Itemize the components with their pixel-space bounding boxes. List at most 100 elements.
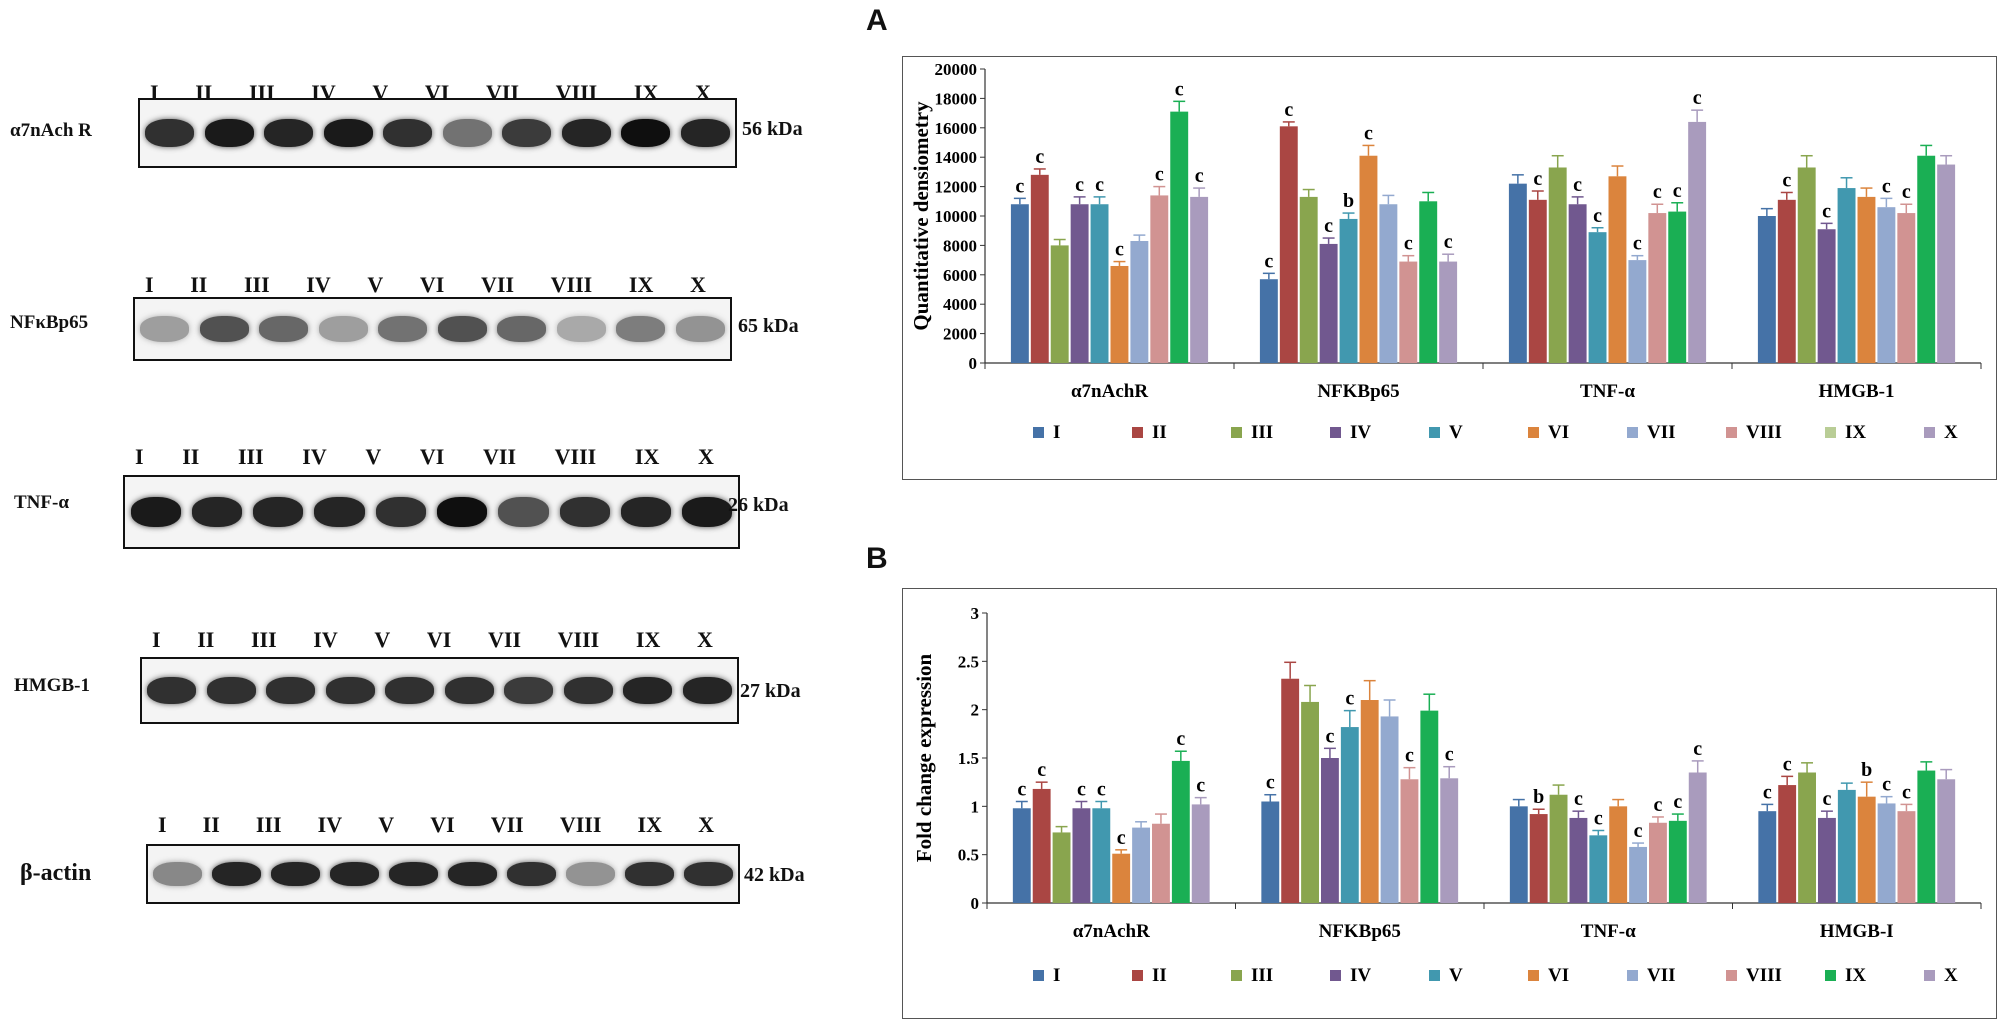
tnf-band [314,497,365,527]
a7-band [204,119,254,147]
legend-label-IX: IX [1845,965,1866,986]
nfkb-band [437,316,487,342]
hmgb-protein-label: HMGB-1 [14,675,90,696]
bar-VI-α7nAchR [1110,265,1129,363]
bar-VI-HMGB-1 [1857,196,1876,363]
tnf-lane-label: V [365,444,382,469]
significance-mark: b [1533,786,1544,808]
bar-III-α7nAchR [1052,832,1071,903]
significance-mark: c [1324,215,1333,237]
significance-mark: c [1593,205,1602,227]
legend-swatch-IV [1330,427,1341,438]
a7-band [323,119,373,147]
legend-label-IV: IV [1350,965,1371,986]
actin-protein-label: β-actin [20,860,92,886]
y-axis-label: Quantitative densiometry [909,101,933,331]
y-tick-label: 0.5 [958,846,979,865]
a7-band [680,119,730,147]
hmgb-lane-label: VIII [557,627,600,652]
actin-lane-label: I [158,812,167,837]
legend-swatch-VI [1528,427,1539,438]
bar-III-HMGB-I [1798,772,1816,903]
actin-lane-label: VIII [559,812,602,837]
nfkb-band [318,316,368,342]
bar-I-NFKBp65 [1259,279,1278,363]
bar-VII-TNF-α [1629,846,1648,903]
legend-swatch-II [1132,427,1143,438]
significance-mark: c [1634,820,1643,842]
panel-letter-b: B [866,542,888,575]
panel-letter-a: A [866,4,888,37]
legend-label-V: V [1449,422,1463,443]
bar-VII-α7nAchR [1130,240,1149,363]
actin-lane-label: V [378,812,395,837]
significance-mark: c [1693,87,1702,109]
bar-IV-TNF-α [1568,204,1587,363]
significance-mark: c [1783,753,1792,775]
significance-mark: c [1075,174,1084,196]
hmgb-blot [140,657,739,724]
legend-label-II: II [1152,965,1167,986]
y-tick-label: 4000 [943,295,977,314]
legend-swatch-III [1231,970,1242,981]
significance-mark: c [1654,794,1663,816]
legend-swatch-X [1924,970,1935,981]
hmgb-kda-label: 27 kDa [740,680,801,702]
tnf-band [682,497,733,527]
legend-label-VII: VII [1647,422,1676,443]
a7-band [442,119,492,147]
tnf-lane-label: VII [483,444,517,469]
bar-V-α7nAchR [1092,808,1111,903]
tnf-lane-label: IX [634,444,660,469]
bar-V-HMGB-I [1837,789,1856,903]
significance-mark: c [1693,738,1702,760]
significance-mark: c [1445,744,1454,766]
x-tick-label: TNF-α [1581,921,1636,942]
legend-label-X: X [1944,965,1958,986]
actin-band [389,862,438,886]
tnf-lane-label: I [135,444,144,469]
tnf-band [253,497,304,527]
significance-mark: c [1015,175,1024,197]
significance-mark: c [1882,175,1891,197]
bar-VIII-HMGB-I [1897,811,1916,903]
nfkb-lane-label: II [190,272,208,297]
tnf-band [559,497,610,527]
chart-a-frame: Quantitative densiometry 0 2000 4000 6000 800… [902,56,1997,480]
legend-label-IV: IV [1350,422,1371,443]
y-tick-label: 20000 [935,60,978,79]
hmgb-lane-label: IV [313,627,338,652]
bar-I-α7nAchR [1012,808,1031,903]
hmgb-band [147,677,197,704]
actin-band [153,862,202,886]
bar-X-TNF-α [1688,121,1707,363]
bar-V-TNF-α [1588,232,1607,363]
bar-VI-NFKBp65 [1360,700,1379,903]
actin-band [212,862,261,886]
hmgb-band [563,677,613,704]
nfkb-lane-label: I [145,272,154,297]
legend-swatch-VIII [1726,427,1737,438]
actin-band [684,862,733,886]
bar-IX-TNF-α [1668,820,1687,903]
y-tick-label: 14000 [935,148,978,167]
bar-V-HMGB-1 [1837,188,1856,363]
legend-swatch-VII [1627,427,1638,438]
significance-mark: c [1195,165,1204,187]
actin-lane-label: III [255,812,282,837]
significance-mark: c [1763,781,1772,803]
legend-swatch-I [1033,970,1044,981]
bar-VII-NFKBp65 [1379,204,1398,363]
legend-swatch-X [1924,427,1935,438]
legend-swatch-VI [1528,970,1539,981]
nfkb-blot [133,297,732,361]
significance-mark: c [1035,146,1044,168]
bar-II-NFKBp65 [1279,126,1298,363]
nfkb-band [616,316,666,342]
bar-II-NFKBp65 [1281,678,1300,903]
significance-mark: c [1444,231,1453,253]
legend-swatch-IX [1825,427,1836,438]
nfkb-band [259,316,309,342]
tnf-lane-label: X [697,444,714,469]
y-tick-label: 3 [971,604,980,623]
